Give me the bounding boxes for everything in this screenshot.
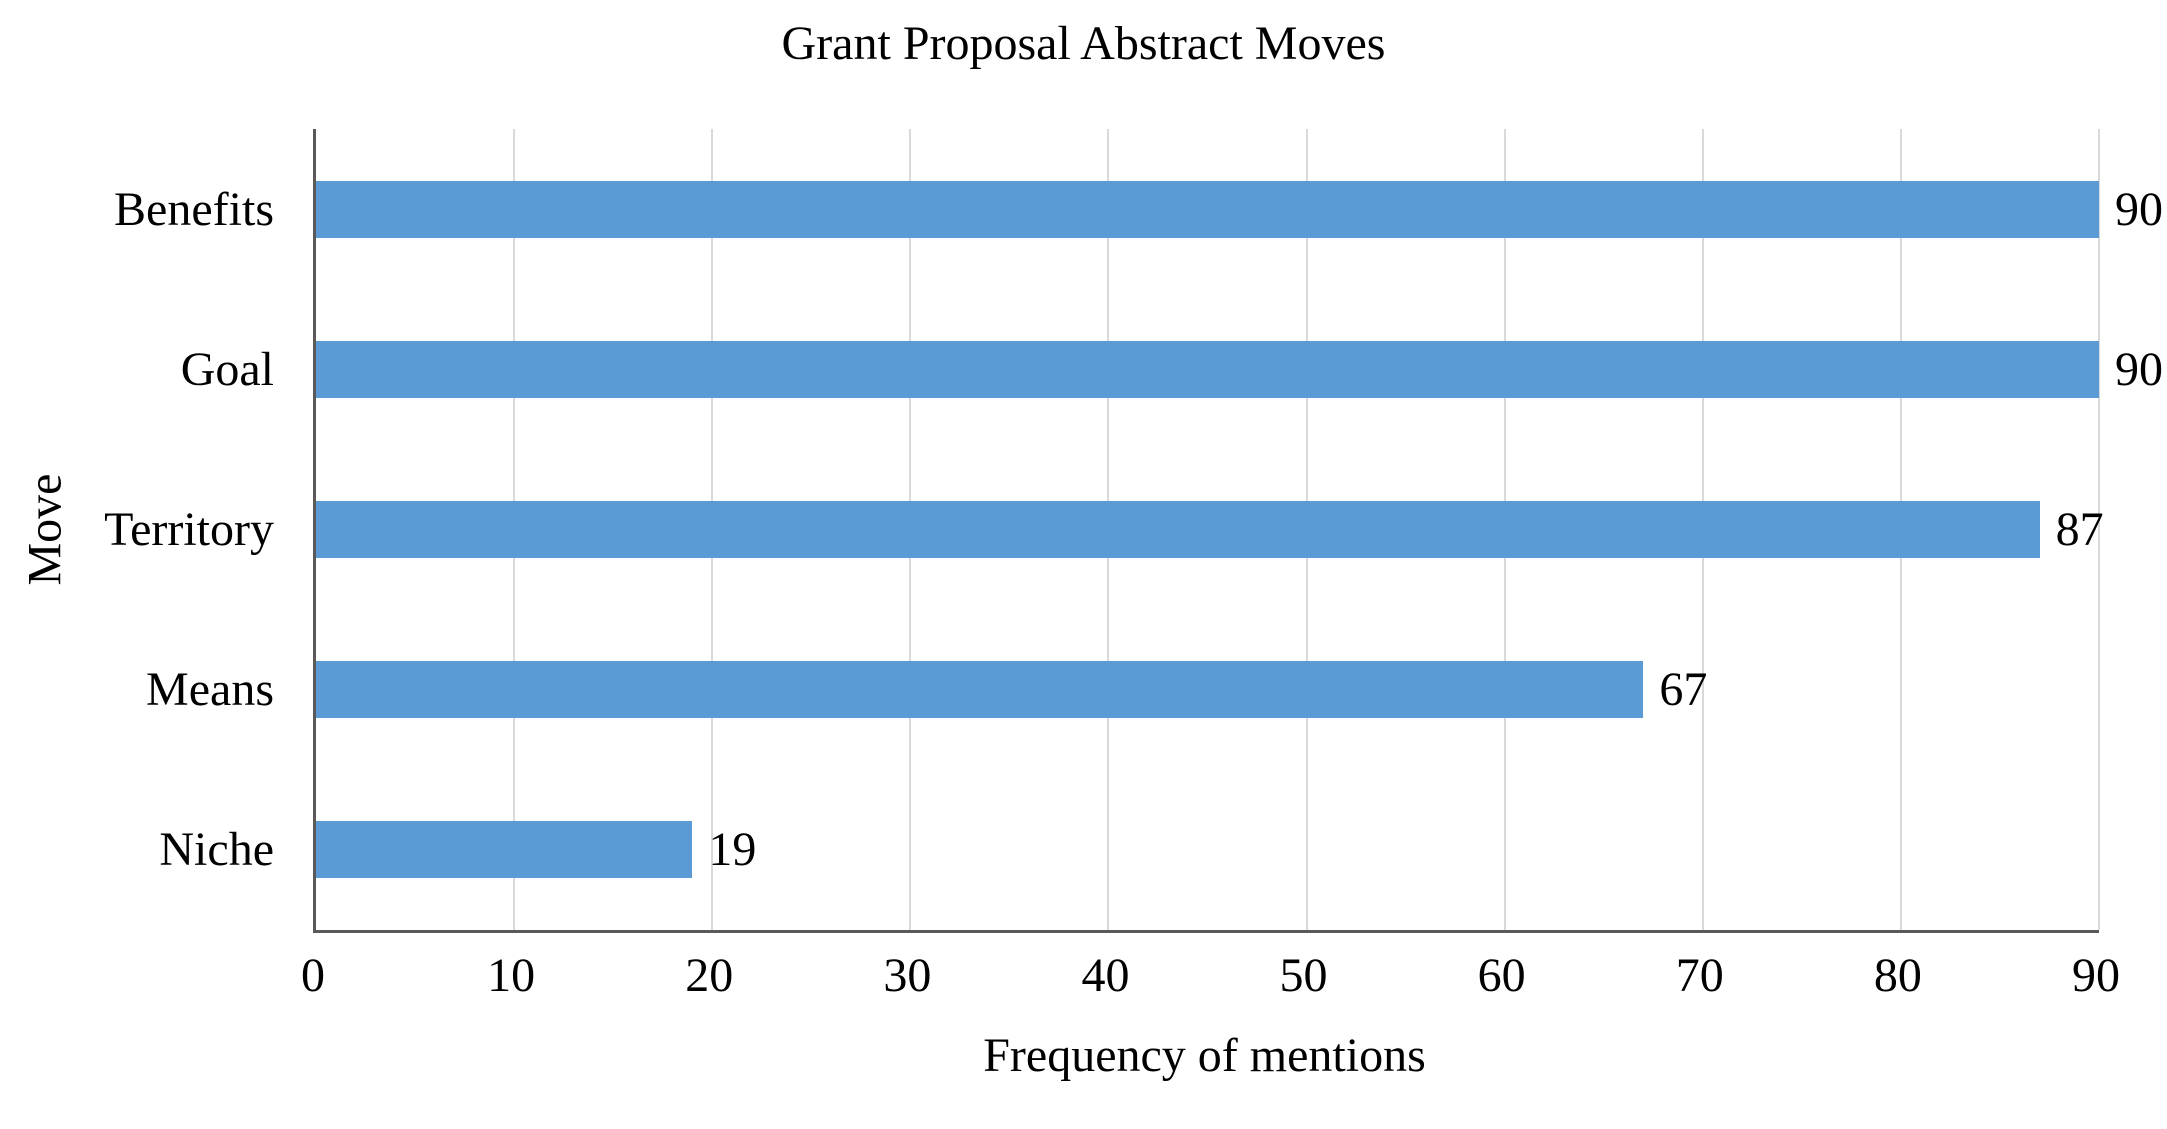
x-tick-label-80: 80: [1873, 949, 1922, 1002]
x-tick-label-10: 10: [487, 949, 536, 1002]
value-label-benefits: 90: [2115, 182, 2163, 236]
x-tick-label-0: 0: [301, 949, 325, 1002]
value-label-means: 67: [1659, 663, 1708, 717]
x-tick-label-50: 50: [1279, 949, 1328, 1002]
value-label-territory: 87: [2055, 503, 2104, 556]
bar-means: [316, 661, 1644, 719]
x-tick-label-40: 40: [1081, 949, 1130, 1002]
x-tick-label-20: 20: [685, 949, 734, 1002]
x-tick-label-30: 30: [883, 949, 932, 1002]
bar-territory: [316, 501, 2040, 558]
x-tick-label-90: 90: [2072, 949, 2120, 1002]
x-axis-title: Frequency of mentions: [983, 1029, 1426, 1082]
value-label-niche: 19: [708, 823, 757, 877]
x-tick-label-60: 60: [1477, 949, 1526, 1002]
plot-area: 90 90 87 67 19: [313, 129, 2163, 933]
value-label-goal: 90: [2115, 342, 2163, 396]
category-label-territory: Territory: [104, 502, 274, 556]
category-label-means: Means: [146, 663, 274, 717]
x-tick-label-70: 70: [1675, 949, 1724, 1002]
category-label-niche: Niche: [159, 823, 274, 877]
bar-benefits: [316, 180, 2099, 238]
category-label-goal: Goal: [180, 342, 274, 396]
gridline-90: [2098, 129, 2100, 930]
category-label-benefits: Benefits: [114, 182, 274, 236]
bar-goal: [316, 340, 2099, 398]
bar-niche: [316, 821, 693, 879]
chart-title: Grant Proposal Abstract Moves: [781, 17, 1386, 70]
